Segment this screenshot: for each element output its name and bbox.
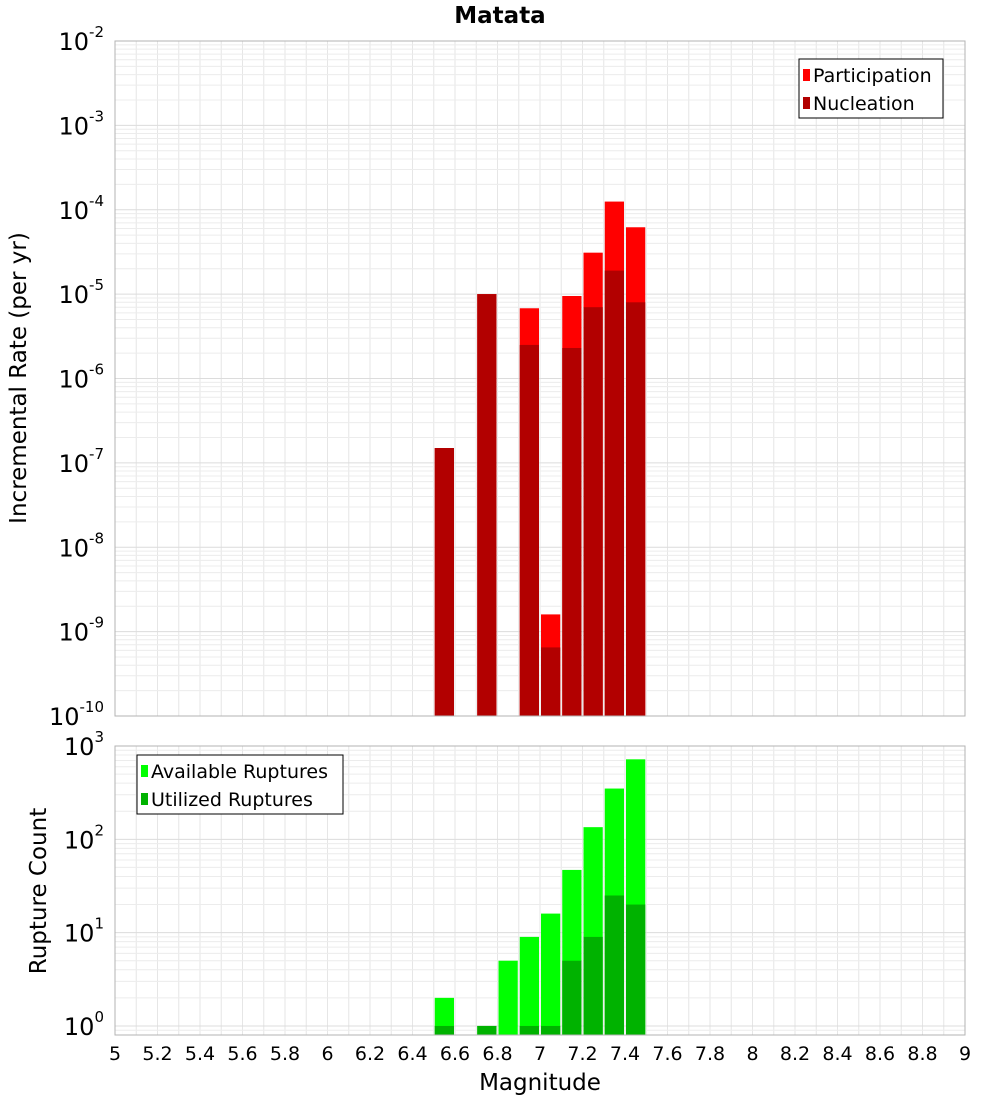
x-tick-label: 5.4 (185, 1043, 215, 1065)
bottom-y-tick-label: 102 (64, 821, 104, 854)
bottom-bar-utilized-ruptures (583, 936, 603, 1035)
top-y-tick-label: 10-5 (58, 276, 104, 309)
bottom-y-tick-labels: 100 101 102 103 (64, 728, 104, 1041)
top-legend-label: Nucleation (813, 93, 915, 115)
bottom-bar-available-ruptures (498, 960, 518, 1035)
bottom-bar-utilized-ruptures (541, 1025, 561, 1035)
top-y-tick-label: 10-7 (58, 445, 104, 478)
chart-title: Matata (454, 3, 545, 29)
bottom-legend-label: Available Ruptures (151, 761, 328, 783)
top-bar-nucleation (519, 344, 539, 716)
bottom-y-tick-label: 103 (64, 728, 104, 761)
bottom-legend: Available Ruptures Utilized Ruptures (136, 754, 344, 815)
x-tick-label: 7 (534, 1043, 546, 1065)
x-tick-label: 6.2 (355, 1043, 385, 1065)
bottom-bar-utilized-ruptures (604, 895, 624, 1035)
x-tick-label: 7.2 (567, 1043, 597, 1065)
x-tick-label: 5.2 (142, 1043, 172, 1065)
x-tick-label: 7.4 (610, 1043, 640, 1065)
top-y-tick-label: 10-8 (58, 529, 104, 562)
top-y-tick-label: 10-2 (58, 23, 104, 56)
bottom-legend-label: Utilized Ruptures (151, 789, 313, 811)
bottom-bar-available-ruptures (541, 913, 561, 1035)
bottom-bar-utilized-ruptures (477, 1025, 497, 1035)
x-tick-label: 5 (109, 1043, 121, 1065)
bottom-bar-available-ruptures (434, 997, 454, 1035)
top-y-tick-label: 10-10 (49, 698, 104, 731)
bottom-bar-utilized-ruptures (519, 1025, 539, 1035)
top-bar-nucleation (541, 647, 561, 716)
top-bar-nucleation (583, 307, 603, 716)
top-y-tick-label: 10-3 (58, 107, 104, 140)
x-tick-label: 6 (321, 1043, 333, 1065)
x-tick-label: 8 (746, 1043, 758, 1065)
top-bar-nucleation (604, 270, 624, 716)
bottom-legend-swatch (141, 793, 148, 805)
x-axis-label: Magnitude (479, 1070, 601, 1096)
x-tick-label: 6.4 (397, 1043, 427, 1065)
bottom-y-tick-label: 100 (64, 1008, 104, 1041)
bottom-bar-utilized-ruptures (626, 904, 646, 1035)
x-tick-label: 7.6 (652, 1043, 682, 1065)
bottom-y-tick-label: 101 (64, 915, 104, 948)
top-y-tick-label: 10-6 (58, 361, 104, 394)
top-y-tick-label: 10-4 (58, 192, 104, 225)
top-bar-nucleation (434, 448, 454, 716)
bottom-bars (434, 759, 646, 1035)
top-bar-nucleation (477, 294, 497, 716)
x-tick-label: 7.8 (695, 1043, 725, 1065)
top-legend-swatch (803, 97, 810, 109)
bottom-bar-available-ruptures (519, 936, 539, 1035)
top-legend: Participation Nucleation (798, 58, 944, 119)
top-bars (434, 201, 646, 716)
x-tick-label: 8.8 (907, 1043, 937, 1065)
x-tick-label: 5.8 (270, 1043, 300, 1065)
bottom-bar-utilized-ruptures (562, 960, 582, 1035)
top-grid (114, 40, 966, 717)
top-legend-box (798, 58, 944, 119)
bottom-panel: 100 101 102 103 5 5.2 5.4 5.6 5.8 6 6.2 6.4 6.6 6.8 7… (26, 728, 971, 1096)
x-tick-label: 5.6 (227, 1043, 257, 1065)
top-panel: 10-10 10-9 10-8 10-7 10-6 10-5 10-4 10-3 10-2 In… (6, 23, 966, 731)
bottom-legend-box (136, 754, 344, 815)
bottom-legend-swatch (141, 765, 148, 777)
x-tick-label: 9 (959, 1043, 971, 1065)
top-bar-nucleation (626, 302, 646, 716)
x-tick-label: 6.6 (440, 1043, 470, 1065)
top-y-tick-labels: 10-10 10-9 10-8 10-7 10-6 10-5 10-4 10-3 10-2 (49, 23, 104, 731)
top-y-tick-label: 10-9 (58, 614, 104, 647)
bottom-y-axis-label: Rupture Count (26, 808, 52, 974)
top-y-axis-label: Incremental Rate (per yr) (6, 232, 32, 524)
x-tick-label: 8.2 (780, 1043, 810, 1065)
bottom-plot-frame (114, 745, 966, 1036)
x-tick-label: 8.4 (822, 1043, 852, 1065)
x-tick-labels: 5 5.2 5.4 5.6 5.8 6 6.2 6.4 6.6 6.8 7 7.2 7.4 7.6 7.8 8… (109, 1043, 971, 1065)
x-tick-label: 6.8 (482, 1043, 512, 1065)
top-legend-label: Participation (813, 65, 932, 87)
top-plot-frame (114, 40, 966, 717)
bottom-bar-utilized-ruptures (434, 1025, 454, 1035)
x-tick-label: 8.6 (865, 1043, 895, 1065)
top-legend-swatch (803, 69, 810, 81)
top-bar-nucleation (562, 347, 582, 716)
